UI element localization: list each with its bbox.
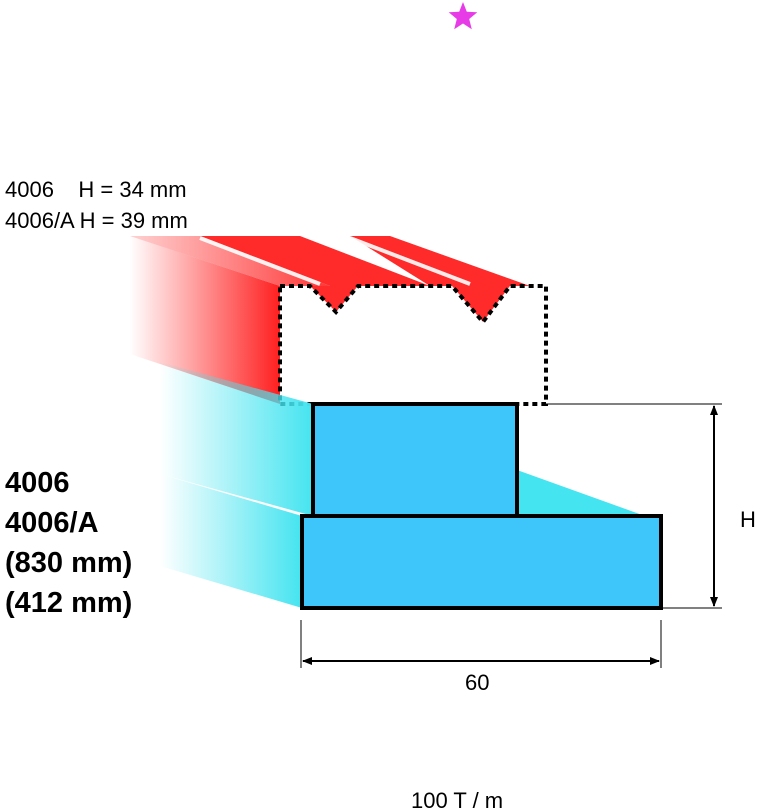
- footer-label: 100 T / m: [411, 788, 503, 811]
- width-label: 60: [465, 670, 489, 695]
- side-line-3: (830 mm): [5, 547, 132, 579]
- lower-die-base-top-right: [517, 470, 645, 516]
- header-line-1: 4006 H = 34 mm: [5, 177, 187, 202]
- star-icon: [448, 2, 478, 30]
- upper-die-outline: [278, 284, 548, 406]
- header-line-2: 4006/A H = 39 mm: [5, 208, 188, 233]
- height-label: H: [740, 507, 756, 532]
- upper-die-groove-left: [200, 236, 430, 312]
- side-line-4: (412 mm): [5, 587, 132, 619]
- upper-die-top: [130, 236, 330, 286]
- lower-die-upper-block: [311, 402, 519, 518]
- lower-die-base-block: [300, 514, 663, 610]
- upper-die-highlight-2: [349, 236, 471, 286]
- upper-die-groove-right: [350, 236, 530, 322]
- side-line-2: 4006/A: [5, 507, 99, 539]
- lower-die-base-side: [160, 474, 302, 608]
- upper-die-side: [130, 236, 280, 404]
- upper-die-highlight-1: [199, 236, 321, 286]
- side-line-1: 4006: [5, 467, 70, 499]
- lower-die-upper-side: [160, 362, 313, 516]
